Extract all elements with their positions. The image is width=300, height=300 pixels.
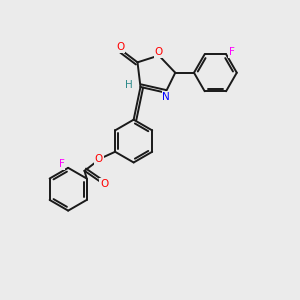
Text: O: O	[94, 154, 103, 164]
Text: N: N	[163, 92, 170, 101]
Text: F: F	[229, 47, 234, 57]
Text: O: O	[100, 178, 109, 189]
Text: H: H	[125, 80, 133, 90]
Text: O: O	[116, 42, 124, 52]
Text: O: O	[155, 47, 163, 57]
Text: F: F	[59, 159, 64, 169]
